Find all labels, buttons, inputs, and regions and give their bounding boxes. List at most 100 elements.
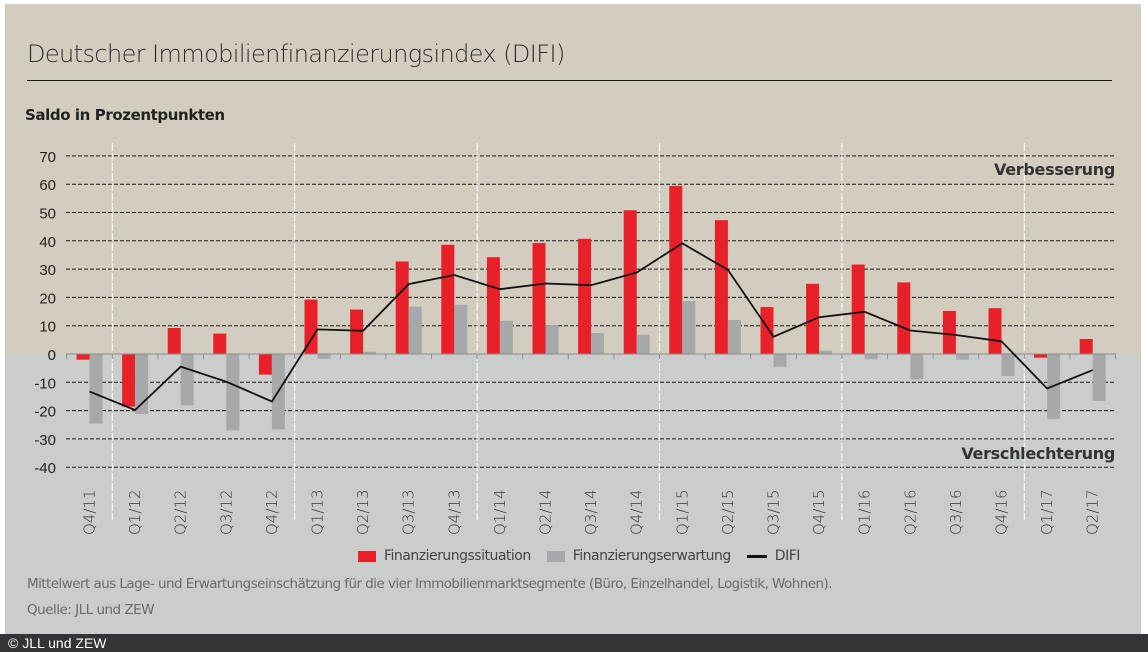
year-separators (111, 143, 1025, 520)
bar-finanzierungssituation (623, 210, 637, 354)
bar-finanzierungssituation (122, 354, 136, 407)
bar-finanzierungssituation (760, 307, 774, 354)
x-tick-label: Q4/11 (81, 490, 99, 536)
x-tick-label: Q1/14 (491, 489, 509, 535)
x-tick-label: Q2/13 (354, 490, 372, 536)
legend-item-finanzierungserwartung: Finanzierungserwartung (546, 548, 732, 564)
x-tick-label: Q4/15 (810, 490, 828, 536)
bar-finanzierungssituation (806, 283, 820, 354)
y-tick-label: 50 (39, 206, 56, 223)
bar-finanzierungssituation (258, 354, 272, 375)
x-tick-label: Q2/14 (537, 490, 555, 536)
y-tick-label: 60 (39, 177, 56, 194)
bar-finanzierungserwartung (910, 354, 924, 380)
bar-finanzierungserwartung (499, 320, 513, 354)
bar-finanzierungssituation (304, 299, 318, 354)
bar-finanzierungserwartung (1092, 354, 1106, 401)
bar-finanzierungssituation (76, 354, 90, 360)
bar-finanzierungssituation (578, 238, 592, 354)
x-tick-label: Q1/12 (126, 490, 144, 536)
bar-finanzierungssituation (441, 244, 455, 354)
x-tick-label: Q4/16 (993, 490, 1011, 536)
legend-label: Finanzierungserwartung (572, 548, 732, 564)
bar-finanzierungssituation (942, 310, 956, 354)
improvement-background (5, 4, 1141, 354)
bar-finanzierungssituation (669, 185, 683, 354)
bar-finanzierungssituation (988, 308, 1002, 354)
annotation-verschlechterung: Verschlechterung (961, 444, 1115, 463)
x-tick-label: Q3/15 (765, 490, 783, 536)
legend-label: DIFI (774, 548, 801, 564)
bar-finanzierungssituation (897, 282, 911, 354)
bar-finanzierungssituation (486, 257, 500, 354)
legend-label: Finanzierungssituation (384, 548, 531, 564)
x-tick-label: Q3/13 (400, 490, 418, 536)
copyright-bar: © JLL und ZEW (0, 634, 1148, 652)
annotation-verbesserung: Verbesserung (994, 160, 1115, 179)
x-tick-label: Q3/12 (217, 490, 235, 536)
bar-finanzierungserwartung (226, 354, 240, 431)
bar-finanzierungserwartung (363, 351, 377, 354)
y-tick-label: 40 (39, 234, 56, 251)
x-tick-label: Q1/13 (309, 490, 327, 536)
x-tick-label: Q2/12 (172, 490, 190, 536)
bar-finanzierungssituation (532, 243, 546, 354)
bars (76, 185, 1106, 431)
x-tick-label: Q1/15 (673, 490, 691, 536)
legend-item-difi: DIFI (746, 548, 801, 564)
x-tick-label: Q2/16 (901, 490, 919, 536)
y-axis-label: Saldo in Prozentpunkten (25, 106, 225, 124)
bar-finanzierungssituation (395, 261, 409, 354)
bar-finanzierungssituation (1034, 354, 1048, 358)
bar-finanzierungserwartung (180, 354, 194, 406)
x-tick-labels: Q4/11 Q1/12 Q2/12 Q3/12 Q4/12 Q1/13 Q2/13 Q3/13… (81, 489, 1102, 535)
legend: Finanzierungssituation Finanzierungserwa… (358, 546, 816, 566)
zero-axis (66, 353, 1116, 359)
legend-item-finanzierungssituation: Finanzierungssituation (358, 548, 531, 564)
legend-swatch-red (358, 550, 376, 562)
y-tick-label: 10 (39, 319, 56, 336)
bar-finanzierungserwartung (1001, 354, 1015, 377)
y-tick-label: 30 (39, 262, 56, 279)
x-tick-label: Q4/14 (628, 490, 646, 536)
x-tick-label: Q1/16 (856, 490, 874, 536)
difi-line-path (89, 242, 1094, 412)
bar-finanzierungserwartung (135, 354, 149, 414)
y-tick-label: -10 (34, 375, 56, 392)
bar-finanzierungserwartung (545, 325, 559, 354)
chart-source: Quelle: JLL und ZEW (27, 602, 155, 618)
title-divider (27, 80, 1112, 81)
bar-finanzierungserwartung (727, 320, 741, 354)
chart-title: Deutscher Immobilienfinanzierungsindex (… (27, 40, 565, 68)
y-tick-labels: 70 60 50 40 30 20 10 0 -10 -20 -30 -40 (34, 149, 56, 477)
y-tick-label: -20 (34, 404, 56, 421)
bar-finanzierungserwartung (591, 333, 605, 354)
bar-finanzierungssituation (213, 333, 227, 354)
y-tick-label: -40 (34, 460, 56, 477)
bar-finanzierungserwartung (636, 334, 650, 354)
bar-finanzierungserwartung (773, 354, 787, 367)
bar-finanzierungserwartung (408, 306, 422, 354)
y-tick-label: -30 (34, 432, 56, 449)
bar-finanzierungserwartung (819, 350, 833, 354)
bar-finanzierungssituation (851, 264, 865, 354)
x-tick-label: Q4/13 (445, 490, 463, 536)
bar-finanzierungssituation (350, 309, 364, 354)
legend-swatch-gray (546, 550, 565, 562)
y-tick-label: 20 (39, 290, 56, 307)
bar-finanzierungserwartung (89, 354, 103, 424)
bar-finanzierungserwartung (864, 354, 878, 360)
bar-finanzierungssituation (1079, 339, 1093, 354)
bar-finanzierungserwartung (682, 301, 696, 354)
x-tick-label: Q1/17 (1038, 490, 1056, 536)
x-tick-label: Q2/15 (719, 490, 737, 536)
bar-finanzierungserwartung (317, 354, 331, 359)
chart-note: Mittelwert aus Lage- und Erwartungseinsc… (27, 576, 833, 592)
x-tick-label: Q3/16 (947, 490, 965, 536)
y-tick-label: 0 (48, 347, 56, 364)
legend-line-icon (746, 554, 767, 558)
bar-finanzierungserwartung (955, 354, 969, 360)
x-tick-label: Q3/14 (582, 490, 600, 536)
difi-line (89, 242, 1094, 412)
bar-finanzierungssituation (167, 327, 181, 354)
